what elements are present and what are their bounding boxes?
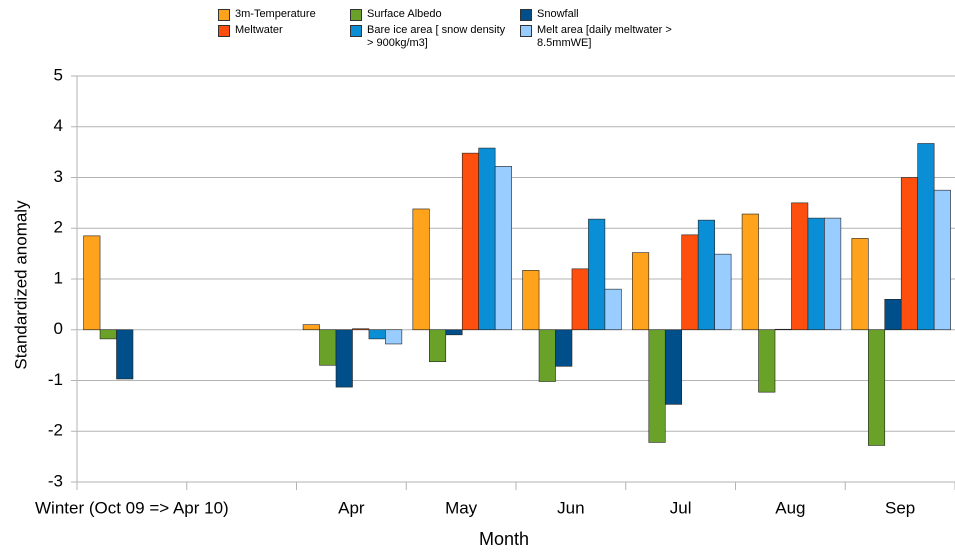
- legend-label: Snowfall: [537, 8, 579, 20]
- legend-item: Bare ice area [ snow density > 900kg/m3]: [350, 24, 510, 50]
- y-tick-label: -1: [48, 370, 63, 389]
- bar: [648, 329, 666, 443]
- bar: [445, 329, 463, 336]
- bar: [697, 219, 715, 331]
- legend-item: Snowfall: [520, 8, 680, 21]
- x-tick-label: Aug: [775, 498, 805, 517]
- bar: [741, 213, 759, 331]
- bar: [302, 324, 320, 331]
- bar: [571, 268, 589, 331]
- y-tick-label: 0: [54, 319, 63, 338]
- y-tick-label: -2: [48, 421, 63, 440]
- bar: [522, 270, 540, 331]
- y-tick-label: 4: [54, 116, 63, 135]
- bar: [412, 208, 430, 331]
- legend-swatch: [520, 25, 532, 37]
- bar: [917, 143, 935, 331]
- legend-label: Surface Albedo: [367, 8, 442, 20]
- bar: [867, 329, 886, 446]
- x-tick-label: May: [445, 498, 478, 517]
- x-tick-label: Jul: [670, 498, 692, 517]
- y-tick-label: 5: [54, 65, 63, 84]
- bar: [900, 177, 918, 331]
- x-axis-label: Month: [479, 529, 529, 549]
- bar: [461, 152, 479, 331]
- bar: [851, 238, 869, 331]
- bar: [807, 217, 825, 331]
- x-tick-label: Sep: [885, 498, 915, 517]
- bar: [555, 329, 573, 367]
- bar: [714, 253, 732, 331]
- bar: [99, 329, 117, 340]
- bar: [352, 328, 370, 331]
- bar: [824, 217, 842, 331]
- legend-label: 3m-Temperature: [235, 8, 316, 20]
- legend-swatch: [520, 9, 532, 21]
- y-tick-label: 1: [54, 268, 63, 287]
- y-tick-label: 3: [54, 167, 63, 186]
- bar: [319, 329, 337, 366]
- bar: [681, 234, 699, 331]
- bar: [884, 298, 902, 331]
- x-tick-label: Jun: [557, 498, 584, 517]
- legend-swatch: [218, 25, 230, 37]
- bar: [774, 328, 792, 331]
- bar: [933, 189, 951, 331]
- bar: [664, 329, 683, 405]
- y-axis-label: Standardized anomaly: [11, 200, 30, 370]
- legend-item: Surface Albedo: [350, 8, 510, 21]
- bar: [83, 235, 101, 331]
- legend-label: Melt area [daily meltwater > 8.5mmWE]: [537, 24, 672, 49]
- bar: [335, 329, 353, 388]
- bar: [791, 202, 809, 331]
- legend-item: Meltwater: [218, 24, 348, 37]
- bar: [478, 147, 496, 331]
- bar: [494, 166, 512, 331]
- legend-label: Meltwater: [235, 24, 283, 36]
- legend-item: Melt area [daily meltwater > 8.5mmWE]: [520, 24, 680, 50]
- legend-label: Bare ice area [ snow density > 900kg/m3]: [367, 24, 506, 49]
- x-tick-label: Winter (Oct 09 => Apr 10): [35, 498, 229, 517]
- y-tick-label: -3: [48, 471, 63, 490]
- bar: [604, 288, 622, 331]
- legend-swatch: [350, 25, 362, 37]
- legend-item: 3m-Temperature: [218, 8, 348, 21]
- y-tick-label: 2: [54, 218, 63, 237]
- legend-swatch: [218, 9, 230, 21]
- bar: [385, 329, 403, 345]
- bar: [632, 252, 650, 331]
- bar: [368, 329, 386, 340]
- bar: [588, 218, 606, 331]
- bar: [538, 329, 556, 382]
- legend-swatch: [350, 9, 362, 21]
- bar: [758, 329, 776, 393]
- x-tick-label: Apr: [338, 498, 365, 517]
- bar: [428, 329, 447, 363]
- bar: [116, 329, 134, 380]
